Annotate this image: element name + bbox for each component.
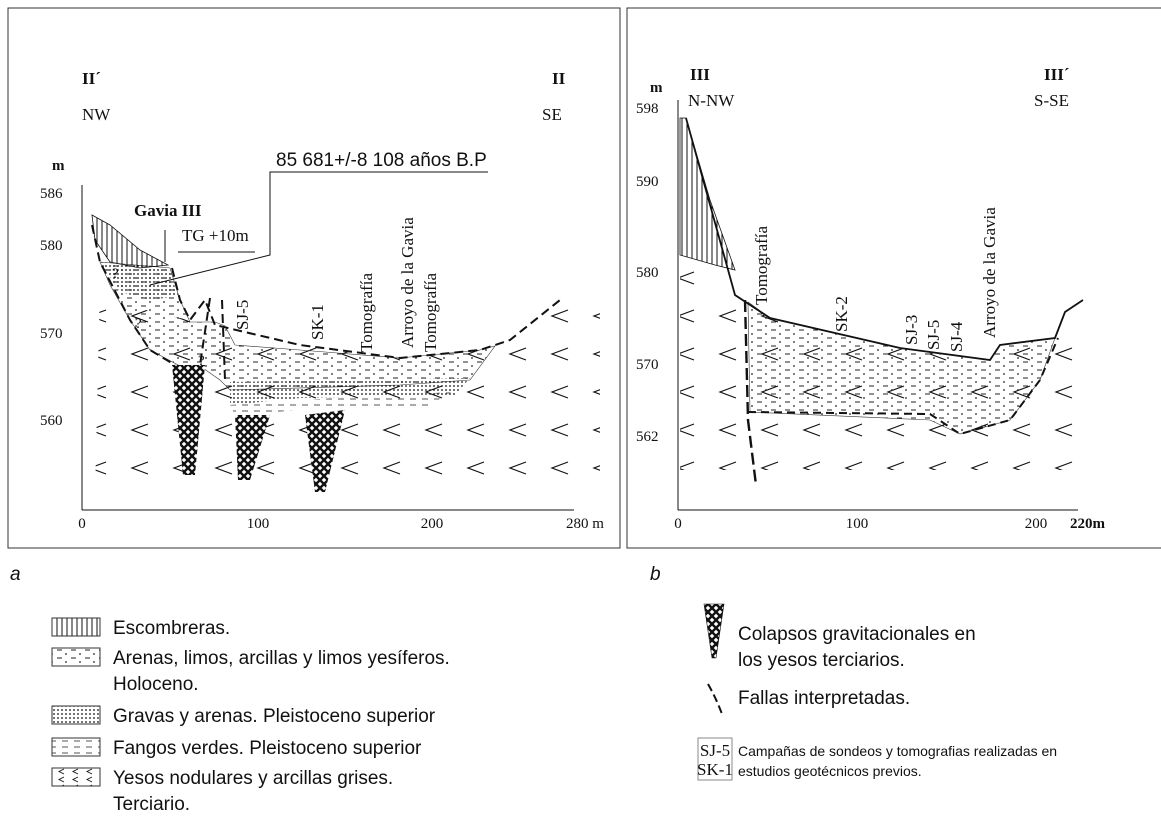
- y-tick-label: 580: [636, 265, 659, 281]
- legend-swatch: [51, 647, 101, 667]
- survey-label: Tomografía: [421, 272, 440, 352]
- dating-label: 85 681+/-8 108 años B.P: [276, 150, 487, 171]
- level-label: TG +10m: [182, 226, 249, 245]
- legend-symbol: [707, 683, 723, 715]
- y-tick-label: 570: [636, 357, 659, 373]
- spoil-heap: [91, 214, 170, 269]
- direction-label: N-NW: [688, 91, 735, 110]
- x-tick-label: 200: [1025, 516, 1048, 532]
- legend-text: Holoceno.: [113, 674, 199, 695]
- axis-unit: m: [52, 158, 65, 174]
- borehole-label: SK-1: [308, 304, 327, 340]
- uncertain-mark: ?: [112, 266, 119, 282]
- borehole-label: SJ-5: [924, 320, 943, 350]
- uncertain-mark: ?: [135, 316, 142, 332]
- x-tick-label: 200: [421, 516, 444, 532]
- survey-label: Tomografía: [752, 225, 771, 305]
- legend-swatch: [51, 617, 101, 637]
- stream-label: Arroyo de la Gavia: [398, 217, 417, 348]
- y-tick-label: 580: [40, 238, 63, 254]
- legend-text: Terciario.: [113, 794, 190, 815]
- legend-text: Campañas de sondeos y tomografias realiz…: [738, 743, 1057, 759]
- stream-label: Arroyo de la Gavia: [980, 207, 999, 338]
- legend: Colapsos gravitacionales en los yesos te…: [697, 603, 1057, 781]
- sample-code: SJ-5: [700, 741, 730, 760]
- y-tick-label: 586: [40, 186, 63, 202]
- section-label: II: [552, 69, 566, 88]
- x-tick-label: 220m: [1070, 516, 1106, 532]
- sample-code: SK-1: [697, 760, 733, 779]
- panel-frame: [626, 7, 1161, 549]
- legend-text: Escombreras.: [113, 618, 230, 639]
- gravel-deposit: [100, 262, 178, 300]
- surface-line: [685, 117, 1084, 361]
- x-tick-label: 0: [674, 516, 682, 532]
- legend-text: Fallas interpretadas.: [738, 688, 910, 709]
- section-label: II´: [82, 69, 101, 88]
- green-mud: [230, 392, 452, 415]
- section-label: III´: [1044, 65, 1070, 84]
- y-tick-label: 598: [636, 101, 659, 117]
- axis-unit: m: [650, 80, 663, 96]
- legend-text: Colapsos gravitacionales en: [738, 624, 976, 645]
- borehole-label: SJ-4: [947, 321, 966, 352]
- surface-line: [171, 267, 561, 360]
- fault-line: [199, 297, 226, 381]
- y-tick-label: 590: [636, 174, 659, 190]
- collapse: [172, 365, 205, 475]
- contact-line: [747, 337, 1059, 436]
- legend-symbol: [703, 603, 725, 659]
- panel-frame: [7, 7, 621, 549]
- legend-text: Arenas, limos, arcillas y limos yesífero…: [113, 648, 450, 669]
- fault-line: [91, 224, 176, 366]
- x-tick-label: 100: [846, 516, 869, 532]
- direction-label: NW: [82, 105, 111, 124]
- caption: a: [10, 564, 21, 585]
- borehole-label: SK-2: [832, 296, 851, 332]
- legend-swatch: [51, 737, 101, 757]
- legend-swatch: [51, 767, 101, 787]
- legend-swatch: [51, 705, 101, 725]
- uncertain-mark: ?: [198, 353, 205, 369]
- x-tick-label: 100: [247, 516, 270, 532]
- gravel-deposit: [230, 378, 470, 405]
- y-tick-label: 562: [636, 429, 659, 445]
- fault-line: [743, 299, 758, 486]
- y-tick-label: 560: [40, 413, 63, 429]
- holocene-deposit: [99, 261, 496, 391]
- survey-label: Tomografía: [357, 272, 376, 352]
- section-label: III: [690, 65, 710, 84]
- direction-label: SE: [542, 105, 562, 124]
- site-label: Gavia III: [134, 201, 202, 220]
- legend-text: Fangos verdes. Pleistoceno superior: [113, 738, 422, 759]
- x-tick-label: 280 m: [566, 516, 604, 532]
- direction-label: S-SE: [1034, 91, 1069, 110]
- panel-a: II´ NW II SE m 586 580 570 560 0 100 200…: [7, 7, 621, 549]
- legend-symbol: [697, 737, 733, 781]
- collapse: [235, 415, 270, 480]
- legend-text: Yesos nodulares y arcillas grises.: [113, 768, 393, 789]
- panel-b: III N-NW III´ S-SE m 598 590 580 570 562…: [626, 7, 1161, 549]
- legend-text: estudios geotécnicos previos.: [738, 763, 922, 779]
- legend: Escombreras. Arenas, limos, arcillas y l…: [51, 617, 450, 815]
- borehole-label: SJ-5: [233, 300, 252, 330]
- legend-text: los yesos terciarios.: [738, 650, 905, 671]
- leader-line: [149, 171, 488, 286]
- collapse: [305, 410, 345, 492]
- caption: b: [650, 564, 661, 585]
- borehole-label: SJ-3: [902, 315, 921, 345]
- y-tick-label: 570: [40, 326, 63, 342]
- x-tick-label: 0: [78, 516, 86, 532]
- legend-text: Gravas y arenas. Pleistoceno superior: [113, 706, 436, 727]
